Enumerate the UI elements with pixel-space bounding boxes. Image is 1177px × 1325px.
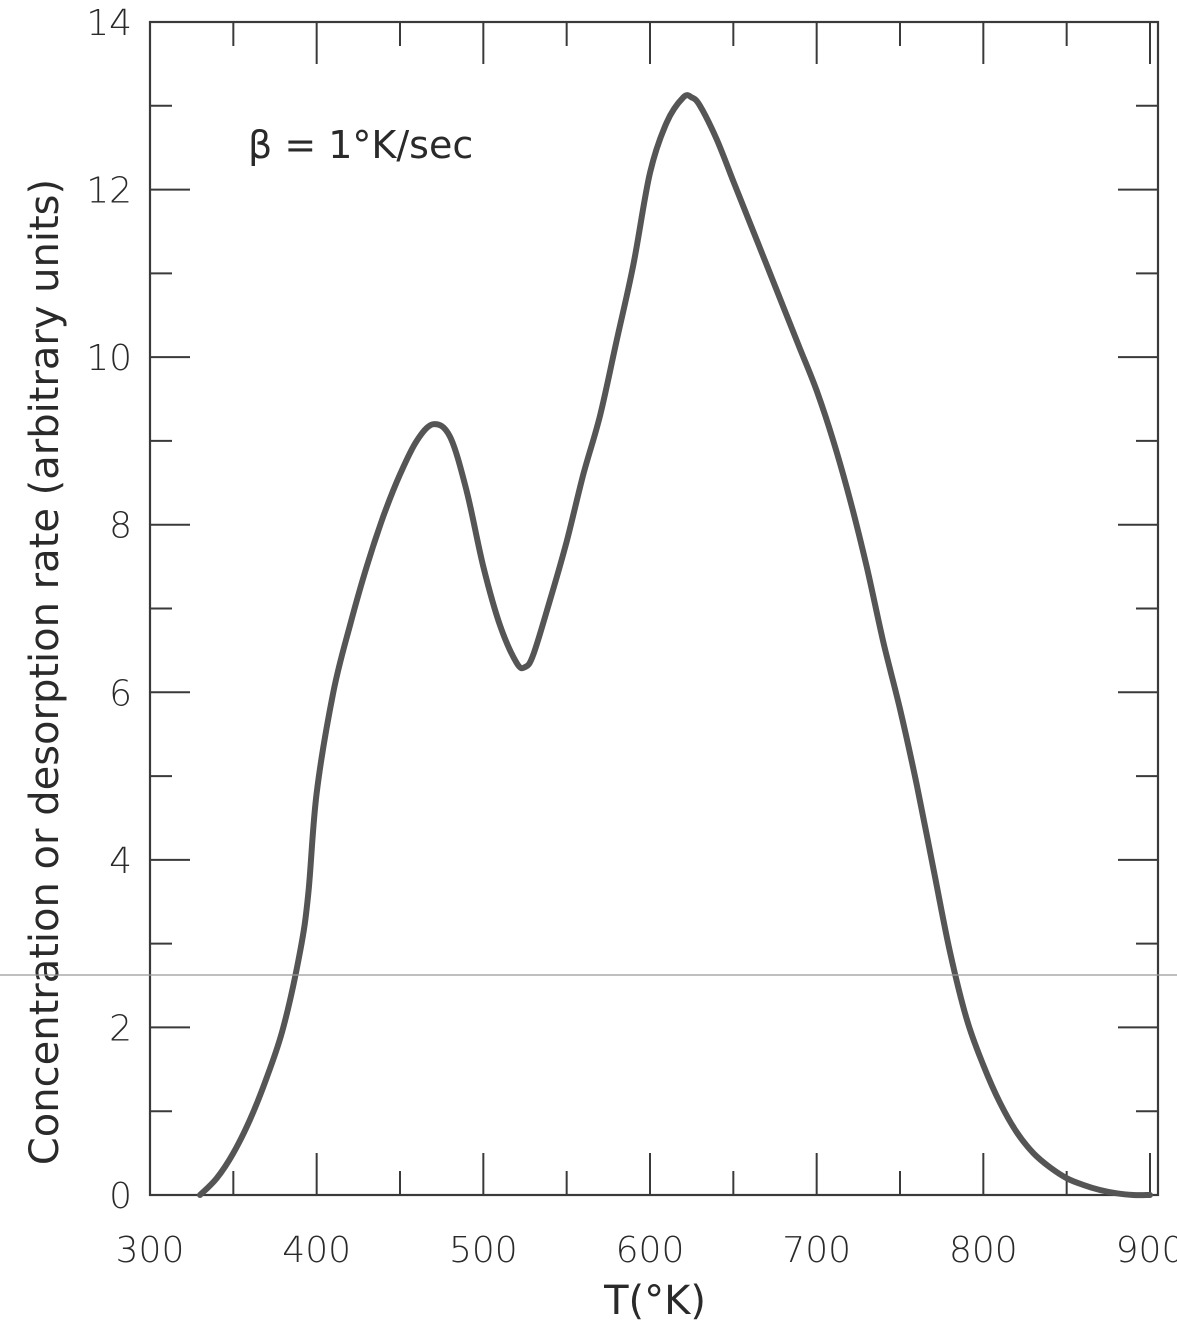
y-tick-label: 2 — [109, 1008, 132, 1049]
plot-frame — [148, 20, 1160, 1197]
x-tick-label: 900 — [1116, 1230, 1177, 1271]
y-tick-label: 6 — [109, 673, 132, 714]
y-tick-label: 0 — [109, 1176, 132, 1217]
x-tick-label: 300 — [116, 1230, 185, 1271]
y-tick-label: 12 — [86, 171, 132, 212]
x-axis-title: T(°K) — [603, 1278, 706, 1324]
x-tick-label: 700 — [782, 1230, 851, 1271]
x-tick-label: 600 — [616, 1230, 685, 1271]
y-axis-title: Concentration or desorption rate (arbitr… — [22, 179, 68, 1165]
desorption-curve — [197, 92, 1153, 1199]
y-tick-label: 8 — [109, 506, 132, 547]
beta-annotation: β = 1°K/sec — [248, 123, 473, 167]
x-tick-label: 400 — [282, 1230, 351, 1271]
y-tick-label: 14 — [86, 3, 132, 44]
x-tick-label: 800 — [949, 1230, 1018, 1271]
labels-layer: 300 400 500 600 700 800 900 0 2 4 6 8 10 12 14 — [86, 3, 1177, 1271]
y-tick-label: 10 — [86, 338, 132, 379]
ticks-layer — [150, 22, 1158, 1195]
y-tick-label: 4 — [109, 841, 132, 882]
x-tick-label: 500 — [449, 1230, 518, 1271]
